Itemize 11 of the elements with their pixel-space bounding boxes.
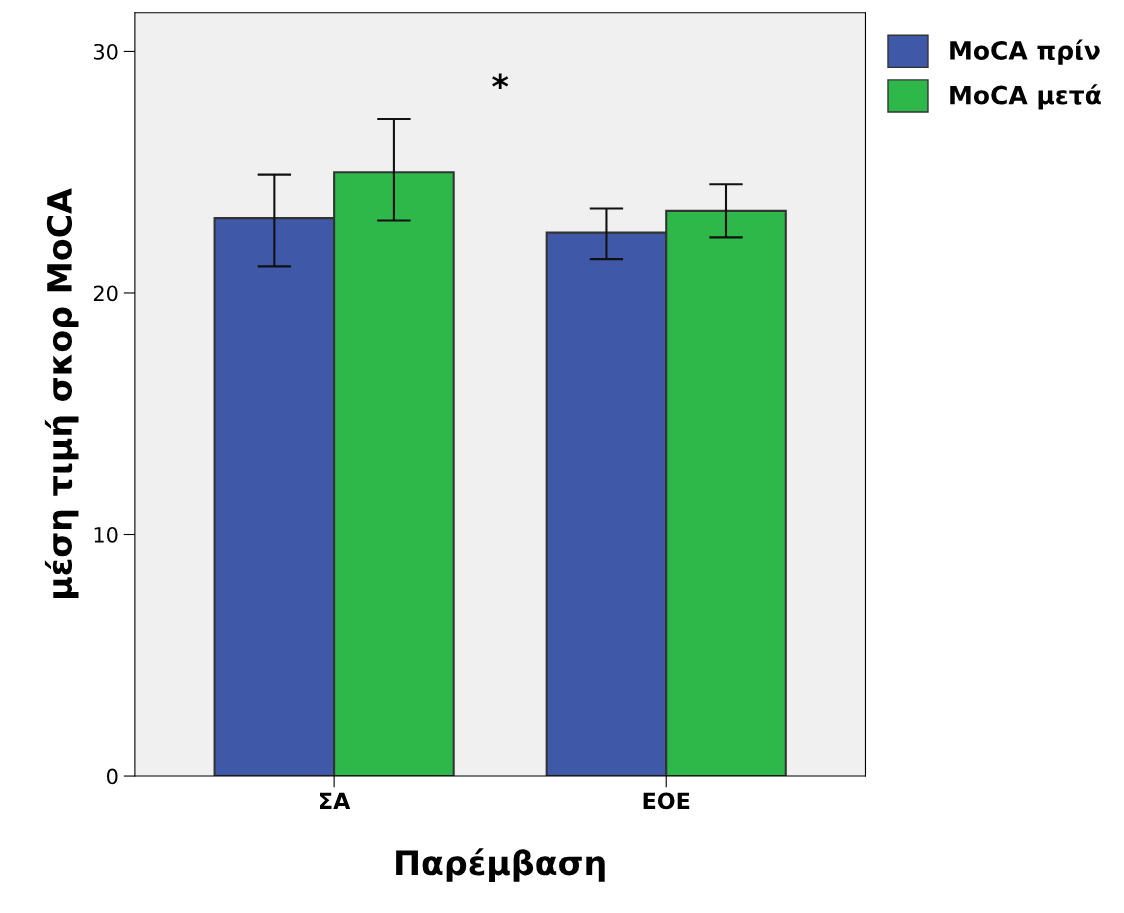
y-tick-label: 30 — [93, 43, 118, 60]
y-tick-label: 20 — [93, 285, 118, 302]
legend-label: MoCA μετά — [950, 84, 1101, 110]
y-axis-title: μέση τιμή σκορ MoCA — [44, 188, 79, 598]
x-axis-title: Παρέμβαση — [396, 848, 605, 882]
annotation: * — [492, 73, 509, 90]
x-tick-label: ΣΑ — [319, 792, 351, 809]
x-tick-label: ΕΟΕ — [643, 792, 690, 810]
y-tick-label: 10 — [94, 526, 118, 543]
y-tick-label: 0 — [107, 768, 118, 785]
legend-label: MoCA πρίν — [950, 39, 1100, 65]
